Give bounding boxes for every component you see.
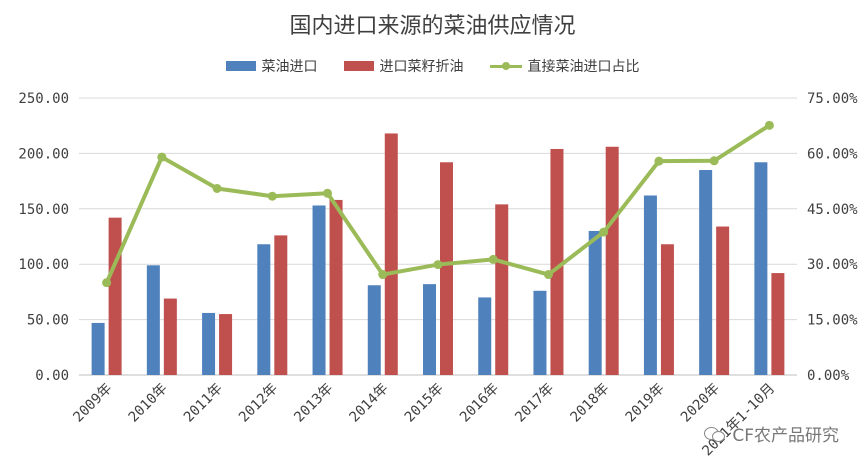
y2-tick-label: 45.00% <box>807 202 858 218</box>
x-tick-label: 2011年 <box>181 381 226 426</box>
y2-tick-label: 60.00% <box>807 146 858 162</box>
line-point <box>323 188 333 198</box>
x-tick-label: 2016年 <box>457 381 502 426</box>
bar-imported-seed-oil <box>219 314 233 375</box>
line-point <box>267 191 277 201</box>
bar-rapeseed-oil-import <box>754 162 768 375</box>
x-tick-label: 2018年 <box>567 381 612 426</box>
bar-rapeseed-oil-import <box>533 290 547 375</box>
line-point <box>764 120 774 130</box>
bar-imported-seed-oil <box>163 298 177 375</box>
bar-imported-seed-oil <box>716 226 730 375</box>
y-tick-label: 50.00 <box>27 313 69 329</box>
bar-imported-seed-oil <box>550 148 564 375</box>
bar-rapeseed-oil-import <box>202 312 216 375</box>
bar-imported-seed-oil <box>771 273 785 375</box>
x-tick-label: 2010年 <box>126 381 171 426</box>
bar-rapeseed-oil-import <box>699 170 713 375</box>
x-tick-label: 2019年 <box>623 381 668 426</box>
legend-label: 菜油进口 <box>261 59 318 75</box>
line-point <box>543 270 553 280</box>
legend-swatch-blue <box>225 61 256 71</box>
legend-label: 进口菜籽折油 <box>379 59 464 75</box>
bar-rapeseed-oil-import <box>478 297 492 375</box>
line-point <box>157 152 167 162</box>
line-point <box>102 278 112 288</box>
bar-rapeseed-oil-import <box>257 244 271 375</box>
bar-rapeseed-oil-import <box>588 230 602 375</box>
bar-rapeseed-oil-import <box>146 265 160 375</box>
x-tick-label: 2017年 <box>512 381 557 426</box>
bar-imported-seed-oil <box>440 162 453 375</box>
wechat-icon <box>704 425 726 443</box>
bar-imported-seed-oil <box>108 217 122 375</box>
legend-swatch-red <box>343 61 374 71</box>
legend: 菜油进口 进口菜籽折油 直接菜油进口占比 <box>0 56 865 76</box>
bar-rapeseed-oil-import <box>367 285 381 375</box>
y2-tick-label: 15.00% <box>807 313 858 329</box>
x-tick-label: 2020年 <box>678 381 723 426</box>
bar-rapeseed-oil-import <box>423 284 436 375</box>
x-tick-label: 2012年 <box>236 381 281 426</box>
x-tick-label: 2009年 <box>70 381 115 426</box>
legend-item-direct-import-share: 直接菜油进口占比 <box>489 56 640 76</box>
bar-rapeseed-oil-import <box>643 195 657 375</box>
bar-imported-seed-oil <box>329 199 343 375</box>
y-tick-label: 0.00 <box>35 368 69 384</box>
legend-swatch-green-line <box>489 61 522 71</box>
legend-label: 直接菜油进口占比 <box>527 59 640 75</box>
chart-title: 国内进口来源的菜油供应情况 <box>289 14 576 39</box>
x-tick-label: 2015年 <box>402 381 447 426</box>
x-tick-label: 2014年 <box>347 381 392 426</box>
y-tick-label: 100.00 <box>18 257 69 273</box>
bar-imported-seed-oil <box>384 133 398 375</box>
line-point <box>488 254 498 264</box>
line-point <box>378 270 388 280</box>
y2-tick-label: 0.00% <box>807 368 850 384</box>
y-tick-label: 250.00 <box>18 91 69 107</box>
bar-imported-seed-oil <box>605 146 619 375</box>
watermark-text: CF农产品研究 <box>732 426 839 446</box>
bar-imported-seed-oil <box>495 204 509 375</box>
bar-rapeseed-oil-import <box>91 322 105 375</box>
y-tick-label: 150.00 <box>18 202 69 218</box>
bar-imported-seed-oil <box>660 244 674 375</box>
legend-item-imported-seed-oil: 进口菜籽折油 <box>343 56 464 76</box>
legend-item-rapeseed-oil-import: 菜油进口 <box>225 56 318 76</box>
line-point <box>599 227 609 237</box>
bar-imported-seed-oil <box>274 235 288 375</box>
line-point <box>709 156 719 166</box>
line-point <box>433 260 443 270</box>
watermark: CF农产品研究 <box>704 421 839 446</box>
bar-rapeseed-oil-import <box>312 205 326 375</box>
y2-tick-label: 75.00% <box>807 91 858 107</box>
line-point <box>212 183 222 193</box>
y2-tick-label: 30.00% <box>807 257 858 273</box>
y-tick-label: 200.00 <box>18 146 69 162</box>
line-point <box>654 156 664 166</box>
x-tick-label: 2013年 <box>291 381 336 426</box>
